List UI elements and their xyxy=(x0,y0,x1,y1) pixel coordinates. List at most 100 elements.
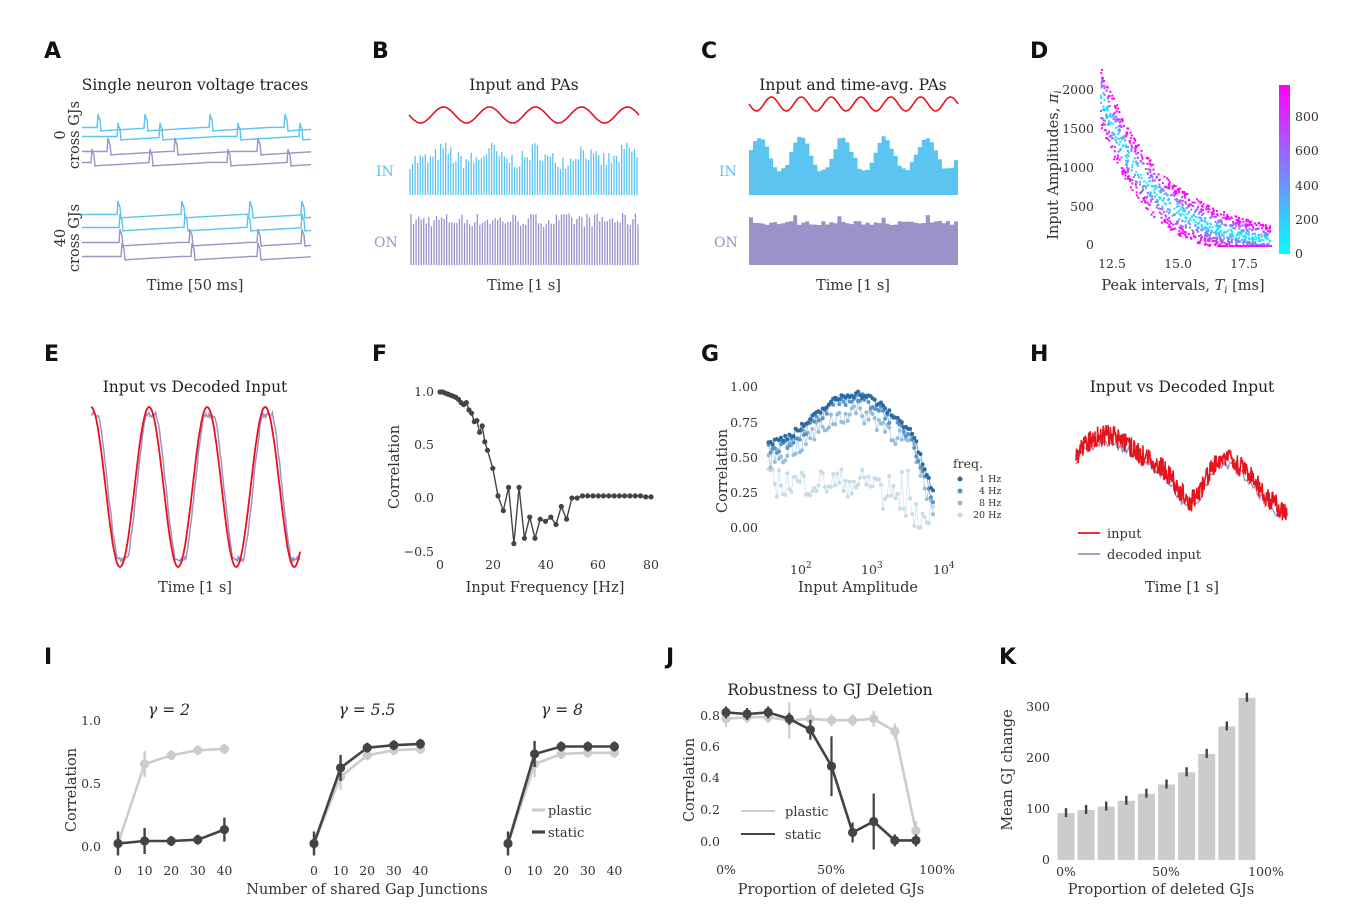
scatter-point xyxy=(1240,233,1243,236)
scatter-point xyxy=(1171,228,1174,231)
scatter-point xyxy=(1173,227,1176,230)
ytick: 0 xyxy=(1042,852,1050,867)
scatter-point xyxy=(1146,157,1149,160)
scatter-point xyxy=(1254,243,1257,245)
scatter-point xyxy=(1246,232,1249,235)
scatter-point xyxy=(1212,212,1215,215)
plastic-line xyxy=(725,715,918,832)
scatter-point xyxy=(1223,245,1226,247)
scatter-point xyxy=(1106,137,1109,140)
scatter-point xyxy=(1235,245,1238,247)
scatter-point xyxy=(1256,227,1259,230)
decoded-input-line xyxy=(90,409,301,565)
scatter-point xyxy=(1119,137,1122,139)
scatter-point xyxy=(1232,221,1234,223)
scatter-point xyxy=(1165,192,1168,195)
scatter-point xyxy=(1107,131,1110,134)
bar xyxy=(1198,753,1216,860)
data-point xyxy=(482,439,488,445)
scatter-point xyxy=(1204,220,1207,223)
scatter-point xyxy=(1140,153,1143,156)
scatter-point xyxy=(1180,213,1183,216)
scatter-point xyxy=(1168,223,1171,226)
scatter-point xyxy=(1106,123,1109,126)
scatter-point xyxy=(1160,212,1163,215)
scatter-point xyxy=(1248,228,1251,231)
scatter-point xyxy=(1122,136,1125,139)
scatter-point xyxy=(1192,205,1195,208)
ytick: 1.00 xyxy=(730,379,758,394)
scatter-point xyxy=(1136,173,1139,176)
scatter-point xyxy=(1131,166,1134,169)
scatter-point xyxy=(1161,208,1164,211)
scatter-point xyxy=(1150,200,1153,203)
scatter-point xyxy=(1201,213,1203,216)
scatter-point xyxy=(1134,183,1137,185)
data-point xyxy=(574,495,580,501)
scatter-point xyxy=(1162,199,1165,201)
panel-g-xticks: 102 103 104 xyxy=(790,561,955,577)
scatter-point xyxy=(1241,217,1244,220)
scatter-point xyxy=(1202,203,1205,206)
scatter-point xyxy=(1188,198,1190,201)
scatter-point xyxy=(1235,234,1238,237)
panel-i-label: I xyxy=(44,645,52,670)
scatter-point xyxy=(1139,160,1142,162)
scatter-point xyxy=(1116,156,1119,159)
panel-e: E Input vs Decoded Input Time [1 s] xyxy=(44,342,301,596)
data-point xyxy=(569,495,575,501)
data-point xyxy=(600,493,607,499)
scatter-point xyxy=(1156,201,1159,203)
scatter-point xyxy=(1113,111,1116,114)
scatter-point xyxy=(1112,118,1115,121)
scatter-point xyxy=(1230,225,1233,228)
scatter-point xyxy=(1108,139,1111,142)
scatter-point xyxy=(1175,220,1178,223)
scatter-point xyxy=(1172,223,1175,226)
scatter-point xyxy=(1156,204,1159,207)
scatter-point xyxy=(1176,200,1178,203)
scatter-point xyxy=(1215,240,1218,243)
scatter-point xyxy=(1190,204,1193,207)
ytick: 0.5 xyxy=(414,437,434,452)
voltage-trace-1 xyxy=(82,122,312,141)
scatter-point xyxy=(1110,134,1113,137)
scatter-point xyxy=(1183,191,1186,193)
scatter-point xyxy=(1150,213,1153,216)
scatter-point xyxy=(1192,232,1195,235)
input-line xyxy=(90,406,301,568)
scatter-point xyxy=(1268,245,1271,247)
scatter-point xyxy=(1135,191,1138,194)
scatter-point xyxy=(1229,228,1232,231)
scatter-point xyxy=(1223,241,1226,244)
scatter-point xyxy=(1155,193,1158,196)
static-point xyxy=(784,714,794,724)
scatter-point xyxy=(1245,218,1248,221)
scatter-point xyxy=(1159,186,1162,189)
scatter-point xyxy=(1178,218,1181,221)
scatter-point xyxy=(1214,244,1217,247)
xtick: 40 xyxy=(606,863,622,878)
panel-a: A Single neuron voltage traces 0 cross G… xyxy=(44,39,312,294)
scatter-point xyxy=(1228,238,1231,240)
scatter-point xyxy=(1150,164,1153,167)
cbar-tick: 800 xyxy=(1295,109,1319,124)
panel-i-xticks: 0 10 20 30 40 0 10 20 30 40 0 10 20 30 40 xyxy=(114,863,622,878)
scatter-point xyxy=(1101,68,1104,71)
static-point xyxy=(113,838,123,849)
scatter-point xyxy=(1221,233,1223,236)
scatter-point xyxy=(1157,185,1160,188)
xtick: 40 xyxy=(538,557,554,572)
scatter-point xyxy=(1241,229,1244,232)
scatter-point xyxy=(1168,198,1170,200)
scatter-point xyxy=(1206,204,1209,207)
scatter-point xyxy=(1175,192,1178,195)
scatter-point xyxy=(1119,149,1122,152)
scatter-point xyxy=(1102,105,1105,108)
scatter-point xyxy=(1236,238,1239,241)
scatter-point xyxy=(1226,214,1229,217)
scatter-point xyxy=(1109,121,1112,124)
static-point xyxy=(166,836,176,846)
scatter-point xyxy=(1168,208,1171,211)
scatter-point xyxy=(1111,137,1114,140)
